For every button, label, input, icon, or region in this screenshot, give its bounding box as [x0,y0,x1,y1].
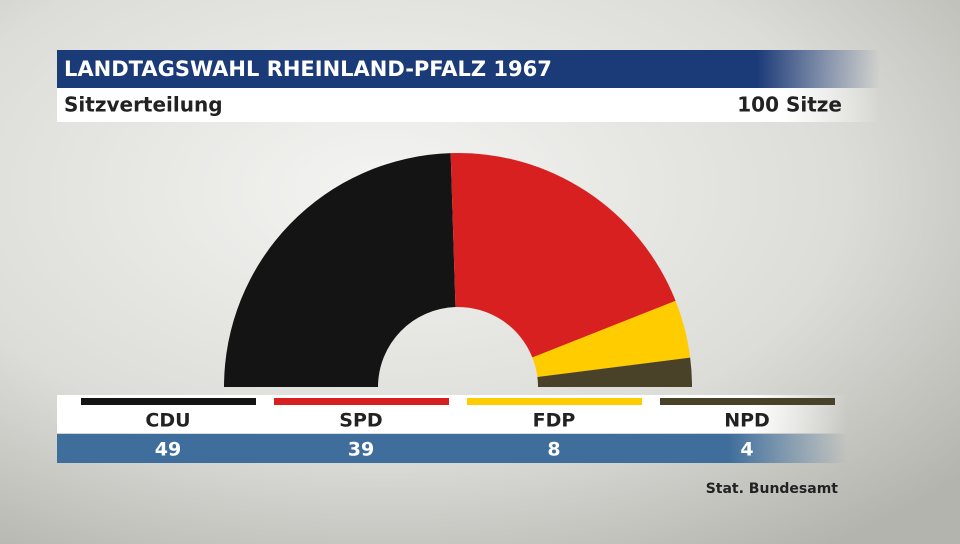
legend-label: CDU [145,410,190,432]
legend-label: FDP [533,410,576,432]
legend-label: SPD [339,410,382,432]
value-bar [57,434,847,463]
legend-label: NPD [724,410,770,432]
legend-swatch [274,398,449,405]
chart-title: LANDTAGSWAHL RHEINLAND-PFALZ 1967 [64,57,552,81]
seat-segment [537,357,692,387]
legend-swatch [467,398,642,405]
title-bar [57,50,880,88]
value-label: 39 [348,439,374,461]
seat-segment [450,153,676,358]
value-label: 49 [155,439,181,461]
source: Stat. Bundesamt [706,481,839,497]
subtitle-bar [57,88,880,122]
seat-segment [224,153,456,387]
legend-swatch [660,398,835,405]
total-seats: 100 Sitze [737,93,842,117]
legend-swatch [81,398,256,405]
value-label: 4 [740,439,753,461]
seat-segment [532,300,691,377]
value-label: 8 [547,439,560,461]
chart-subtitle: Sitzverteilung [64,93,223,117]
